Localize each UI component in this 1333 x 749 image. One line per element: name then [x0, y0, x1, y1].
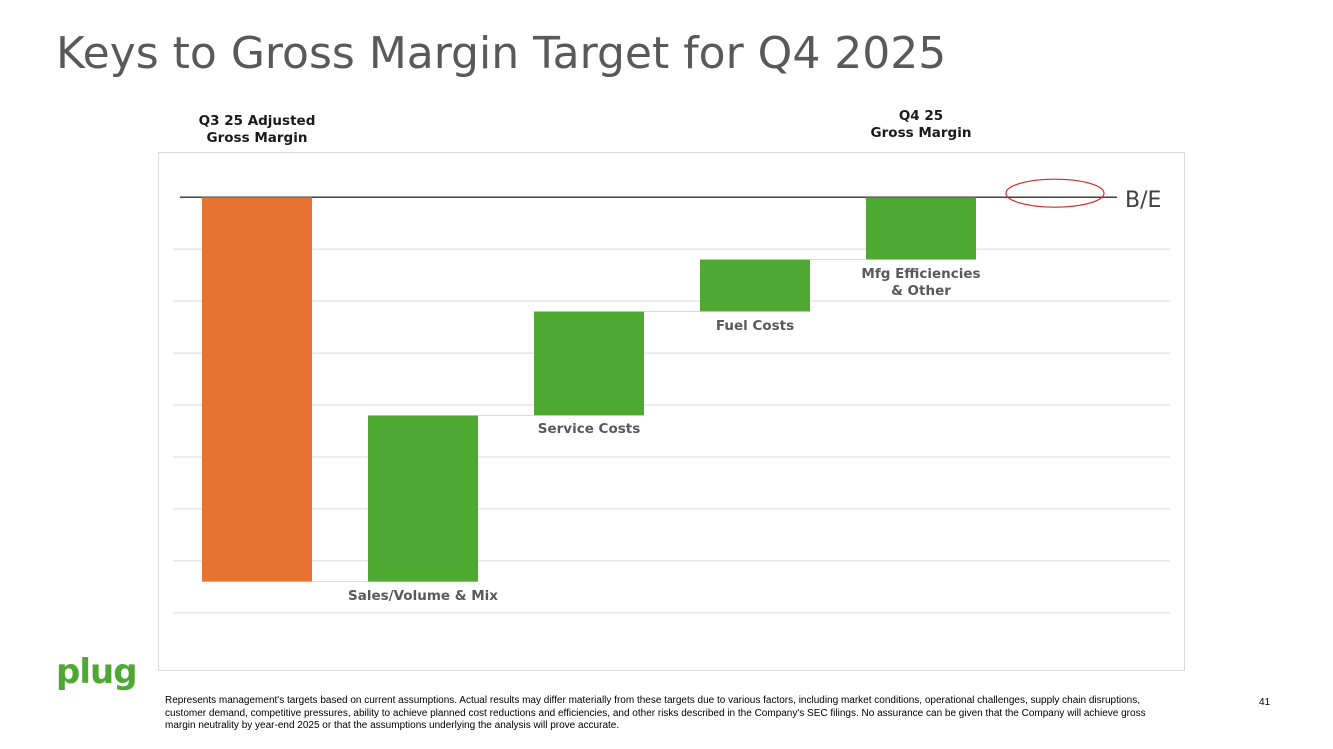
category-label: Q4 25 Gross Margin — [870, 108, 972, 141]
bar — [368, 415, 478, 582]
footnote: Represents management's targets based on… — [165, 695, 1146, 731]
plot-frame — [158, 152, 1185, 671]
category-label: Service Costs — [537, 421, 641, 438]
category-label: Mfg Efficiencies & Other — [861, 265, 981, 299]
bar — [534, 311, 644, 416]
category-label: Sales/Volume & Mix — [348, 587, 498, 604]
annotation: B/E — [1125, 188, 1161, 213]
bar — [700, 259, 810, 312]
slide-title: Keys to Gross Margin Target for Q4 2025 — [56, 28, 947, 79]
logo: plug — [56, 652, 138, 692]
target-marker — [1005, 178, 1105, 208]
category-label: Fuel Costs — [715, 317, 795, 334]
bar — [866, 197, 976, 260]
bar — [202, 197, 312, 582]
page-number: 41 — [1259, 697, 1271, 708]
category-label: Q3 25 Adjusted Gross Margin — [198, 113, 316, 146]
